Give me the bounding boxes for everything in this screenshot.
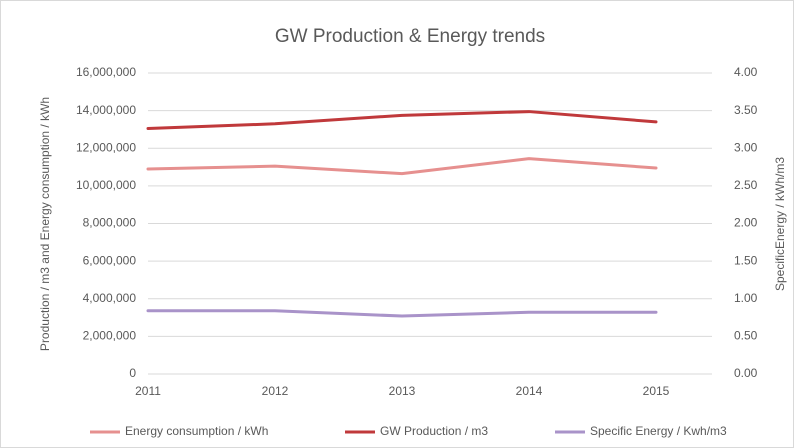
y-tick-label: 12,000,000 (76, 140, 136, 154)
y2-tick-label: 0.50 (734, 329, 758, 343)
y-tick-label: 8,000,000 (83, 216, 137, 230)
legend-label: GW Production / m3 (380, 424, 488, 438)
chart-title: GW Production & Energy trends (275, 26, 545, 47)
y-tick-label: 4,000,000 (83, 291, 137, 305)
y-tick-label: 14,000,000 (76, 103, 136, 117)
x-tick-label: 2011 (135, 384, 161, 398)
legend-label: Energy consumption / kWh (125, 424, 268, 438)
y2-tick-label: 2.50 (734, 178, 758, 192)
x-tick-label: 2013 (389, 384, 416, 398)
x-tick-label: 2014 (516, 384, 543, 398)
y-axis-title: Production / m3 and Energy consumption /… (38, 97, 52, 351)
y2-tick-label: 2.00 (734, 216, 758, 230)
y-tick-label: 0 (129, 366, 136, 380)
y2-axis-title: SpecificEnergy / kWh/m3 (773, 157, 787, 291)
y2-tick-label: 0.00 (734, 366, 758, 380)
y-tick-label: 16,000,000 (76, 65, 136, 79)
y2-tick-label: 1.00 (734, 291, 758, 305)
x-tick-label: 2015 (643, 384, 670, 398)
y-tick-label: 2,000,000 (83, 329, 137, 343)
legend-label: Specific Energy / Kwh/m3 (590, 424, 727, 438)
series-line (146, 309, 658, 318)
series-line (146, 157, 658, 176)
y2-tick-label: 1.50 (734, 253, 758, 267)
y2-tick-label: 4.00 (734, 65, 758, 79)
x-tick-label: 2012 (262, 384, 289, 398)
y-tick-label: 6,000,000 (83, 253, 137, 267)
y-tick-label: 10,000,000 (76, 178, 136, 192)
y2-tick-label: 3.00 (734, 140, 758, 154)
series-line (146, 110, 658, 130)
y2-tick-label: 3.50 (734, 103, 758, 117)
